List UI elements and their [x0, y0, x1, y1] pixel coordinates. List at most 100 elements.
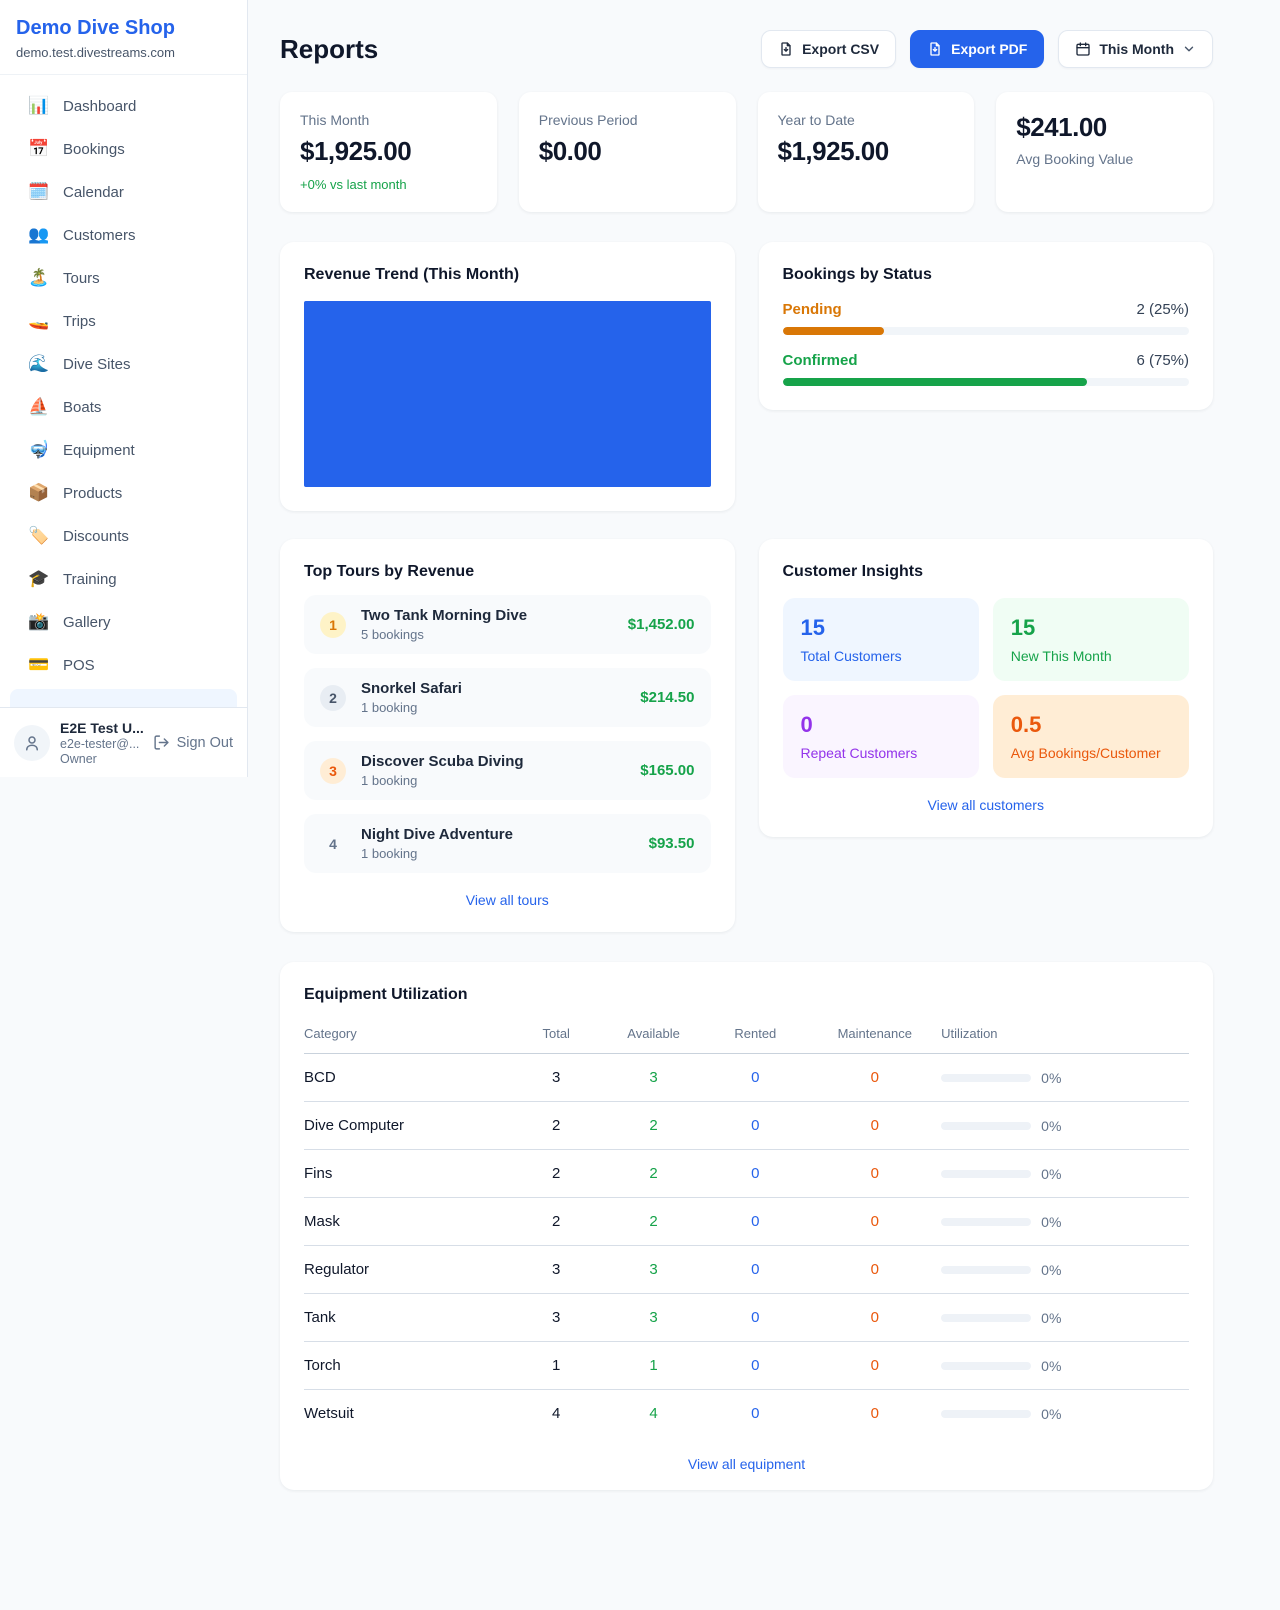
- status-bar-fill: [782, 378, 1088, 386]
- camera-icon: 📸: [28, 612, 50, 631]
- table-cell: 0: [870, 1405, 879, 1422]
- tour-bookings: 1 booking: [361, 846, 418, 861]
- sidebar-item-label: Dashboard: [63, 97, 137, 115]
- insights-row: Top Tours by Revenue 1 Two Tank Morning …: [280, 539, 1213, 932]
- tile-value: 0.5: [1010, 712, 1042, 737]
- tour-row: 1 Two Tank Morning Dive 5 bookings $1,45…: [304, 595, 711, 654]
- revenue-trend-title: Revenue Trend (This Month): [304, 266, 520, 283]
- table-cell: BCD: [304, 1053, 508, 1102]
- utilization-bar-track: [941, 1265, 1032, 1274]
- table-cell: 0: [702, 1245, 809, 1294]
- status-row-pending: Pending 2 (25%): [782, 301, 1189, 335]
- status-bar-track: [782, 378, 1189, 386]
- sidebar-nav: 📊 Dashboard 📅 Bookings 🗓️ Calendar 👥 Cus…: [0, 75, 247, 727]
- table-cell: 4: [649, 1405, 658, 1422]
- sidebar-item-equipment[interactable]: 🤿 Equipment: [10, 431, 237, 469]
- view-all-tours-link[interactable]: View all tours: [465, 892, 549, 908]
- utilization-bar-track: [941, 1217, 1032, 1226]
- stat-card-year-to-date: Year to Date $1,925.00: [757, 92, 975, 212]
- table-row: Fins 2 2 0 0 0%: [304, 1149, 1189, 1198]
- sidebar-item-tours[interactable]: 🏝️ Tours: [10, 259, 237, 297]
- utilization-cell: 0%: [941, 1101, 1189, 1150]
- sidebar-item-dive-sites[interactable]: 🌊 Dive Sites: [10, 345, 237, 383]
- utilization-cell: 0%: [941, 1293, 1189, 1342]
- equipment-utilization-panel: Equipment Utilization Category Total Ava…: [280, 962, 1213, 1490]
- table-cell: 0: [702, 1149, 809, 1198]
- sidebar-item-trips[interactable]: 🚤 Trips: [10, 302, 237, 340]
- table-cell: 1: [507, 1341, 605, 1390]
- charts-row: Revenue Trend (This Month) Bookings by S…: [280, 242, 1213, 511]
- sidebar-item-bookings[interactable]: 📅 Bookings: [10, 130, 237, 168]
- utilization-bar-track: [941, 1121, 1032, 1130]
- table-cell: 2: [604, 1149, 703, 1198]
- table-cell: 1: [604, 1341, 703, 1390]
- sidebar-item-dashboard[interactable]: 📊 Dashboard: [10, 87, 237, 125]
- utilization-bar-track: [941, 1313, 1032, 1322]
- table-cell: Mask: [304, 1197, 508, 1246]
- utilization-cell: 0%: [941, 1341, 1189, 1390]
- sidebar-item-label: Dive Sites: [63, 355, 131, 373]
- utilization-percent: 0%: [1041, 1165, 1062, 1182]
- diving-mask-icon: 🤿: [28, 440, 50, 459]
- table-cell: 2: [507, 1149, 605, 1198]
- export-csv-button[interactable]: Export CSV: [761, 30, 897, 68]
- table-cell: 0: [702, 1341, 809, 1390]
- status-value: 6 (75%): [1136, 352, 1189, 369]
- table-cell: 2: [604, 1101, 703, 1150]
- stat-label: Year to Date: [777, 112, 855, 128]
- shop-domain: demo.test.divestreams.com: [16, 45, 175, 60]
- sidebar-item-pos[interactable]: 💳 POS: [10, 646, 237, 684]
- sidebar-item-gallery[interactable]: 📸 Gallery: [10, 603, 237, 641]
- utilization-percent: 0%: [1041, 1405, 1062, 1422]
- table-row: Wetsuit 4 4 0 0 0%: [304, 1390, 1189, 1438]
- col-category: Category: [304, 1016, 508, 1054]
- rank-badge: 1: [320, 611, 346, 638]
- sidebar-item-discounts[interactable]: 🏷️ Discounts: [10, 517, 237, 555]
- tag-icon: 🏷️: [28, 526, 50, 545]
- utilization-percent: 0%: [1041, 1261, 1062, 1278]
- col-available: Available: [604, 1016, 703, 1054]
- sign-out-button[interactable]: Sign Out: [153, 734, 233, 751]
- table-cell: 3: [507, 1245, 605, 1294]
- sidebar-item-boats[interactable]: ⛵ Boats: [10, 388, 237, 426]
- utilization-bar-track: [941, 1073, 1032, 1082]
- period-label: This Month: [1099, 41, 1174, 57]
- export-pdf-button[interactable]: Export PDF: [910, 30, 1045, 68]
- table-cell: 3: [507, 1053, 605, 1102]
- view-all-customers-link[interactable]: View all customers: [927, 797, 1044, 813]
- sidebar-item-label: POS: [63, 656, 95, 674]
- view-all-equipment-link[interactable]: View all equipment: [687, 1456, 806, 1472]
- credit-card-icon: 💳: [28, 655, 50, 674]
- tile-value: 0: [800, 712, 813, 737]
- tour-name: Two Tank Morning Dive: [361, 607, 528, 624]
- equipment-table: Category Total Available Rented Maintena…: [304, 1016, 1189, 1437]
- table-row: Dive Computer 2 2 0 0 0%: [304, 1101, 1189, 1150]
- equipment-utilization-title: Equipment Utilization: [304, 986, 468, 1003]
- table-cell: 3: [604, 1293, 703, 1342]
- period-dropdown[interactable]: This Month: [1058, 30, 1213, 68]
- sidebar-item-label: Boats: [63, 398, 102, 416]
- tile-label: Avg Bookings/Customer: [1010, 745, 1161, 761]
- tile-total-customers: 15 Total Customers: [782, 598, 979, 681]
- calendar-icon: 🗓️: [28, 182, 50, 201]
- sidebar-item-customers[interactable]: 👥 Customers: [10, 216, 237, 254]
- tour-name: Night Dive Adventure: [361, 826, 513, 843]
- stats-row: This Month $1,925.00 +0% vs last month P…: [280, 92, 1213, 212]
- tile-label: Total Customers: [800, 648, 902, 664]
- utilization-percent: 0%: [1041, 1069, 1062, 1086]
- utilization-percent: 0%: [1041, 1357, 1062, 1374]
- table-header-row: Category Total Available Rented Maintena…: [304, 1016, 1189, 1054]
- sidebar-item-training[interactable]: 🎓 Training: [10, 560, 237, 598]
- stat-value: $1,925.00: [300, 136, 412, 166]
- table-cell: 3: [604, 1245, 703, 1294]
- sidebar-item-calendar[interactable]: 🗓️ Calendar: [10, 173, 237, 211]
- table-cell: Wetsuit: [304, 1405, 354, 1422]
- stat-card-previous-period: Previous Period $0.00: [518, 92, 736, 212]
- utilization-bar-track: [941, 1361, 1032, 1370]
- utilization-bar-track: [941, 1409, 1032, 1418]
- status-label: Pending: [782, 301, 842, 318]
- sidebar-item-label: Calendar: [63, 183, 124, 201]
- tile-avg-bookings-customer: 0.5 Avg Bookings/Customer: [992, 695, 1189, 778]
- sidebar-item-products[interactable]: 📦 Products: [10, 474, 237, 512]
- table-cell: 0: [702, 1293, 809, 1342]
